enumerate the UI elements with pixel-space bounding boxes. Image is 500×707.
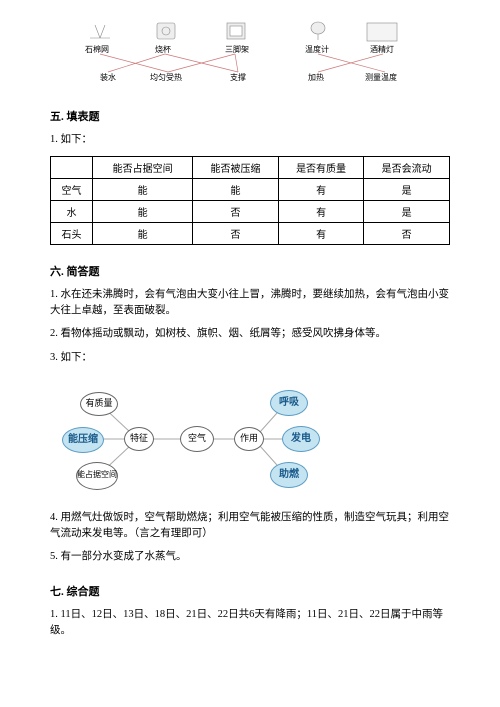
- section6-q5: 5. 有一部分水变成了水蒸气。: [50, 549, 450, 565]
- node-compress: 能压缩: [62, 427, 104, 453]
- cell: 有: [278, 222, 364, 244]
- bot-label-1: 均匀受热: [150, 72, 182, 82]
- node-use: 作用: [234, 427, 264, 451]
- cell: 是: [364, 200, 450, 222]
- matching-diagram: 石棉网 烧杯 三脚架 温度计 酒精灯 装水 均匀受热 支撑 加热 测量温度: [50, 20, 450, 90]
- cell: 否: [193, 222, 279, 244]
- section6-q2: 2. 看物体摇动或飘动，如树枝、旗帜、烟、纸屑等；感受风吹拂身体等。: [50, 326, 450, 342]
- th-2: 能否被压缩: [193, 156, 279, 178]
- diagram-svg: 石棉网 烧杯 三脚架 温度计 酒精灯 装水 均匀受热 支撑 加热 测量温度: [50, 20, 450, 90]
- top-label-2: 三脚架: [225, 44, 249, 54]
- node-feature: 特征: [124, 427, 154, 451]
- top-label-0: 石棉网: [85, 44, 109, 54]
- cell: 能: [193, 178, 279, 200]
- cell: 石头: [51, 222, 93, 244]
- top-label-3: 温度计: [305, 44, 329, 54]
- th-4: 是否会流动: [364, 156, 450, 178]
- cell: 能: [93, 222, 193, 244]
- cell: 有: [278, 178, 364, 200]
- section6-q1: 1. 水在还未沸腾时，会有气泡由大变小往上冒，沸腾时，要继续加热，会有气泡由小变…: [50, 287, 450, 319]
- top-label-1: 烧杯: [155, 44, 171, 54]
- top-label-4: 酒精灯: [370, 44, 394, 54]
- node-breath: 呼吸: [270, 390, 308, 416]
- section7-title: 七. 综合题: [50, 583, 450, 599]
- cell: 空气: [51, 178, 93, 200]
- node-center: 空气: [180, 426, 214, 452]
- bot-label-3: 加热: [308, 72, 324, 82]
- node-burn: 助燃: [270, 462, 308, 488]
- cell: 是: [364, 178, 450, 200]
- cell: 能: [93, 178, 193, 200]
- th-1: 能否占据空间: [93, 156, 193, 178]
- cell: 否: [364, 222, 450, 244]
- section6-q4: 4. 用燃气灶做饭时，空气帮助燃烧；利用空气能被压缩的性质，制造空气玩具；利用空…: [50, 510, 450, 542]
- th-3: 是否有质量: [278, 156, 364, 178]
- cell: 有: [278, 200, 364, 222]
- section6-title: 六. 简答题: [50, 263, 450, 279]
- bot-label-2: 支撑: [230, 72, 246, 82]
- fill-table: 能否占据空间 能否被压缩 是否有质量 是否会流动 空气 能 能 有 是 水 能 …: [50, 156, 450, 245]
- bot-label-0: 装水: [100, 72, 116, 82]
- section6-q3: 3. 如下：: [50, 350, 450, 366]
- node-mass: 有质量: [80, 392, 118, 416]
- concept-map: 有质量 能压缩 能占据空间 特征 空气 作用 呼吸 发电 助燃: [60, 374, 320, 504]
- node-power: 发电: [282, 426, 320, 452]
- cell: 能: [93, 200, 193, 222]
- cell: 水: [51, 200, 93, 222]
- bot-label-4: 测量温度: [365, 72, 397, 82]
- section5-title: 五. 填表题: [50, 108, 450, 124]
- node-space: 能占据空间: [76, 462, 118, 490]
- cell: 否: [193, 200, 279, 222]
- th-0: [51, 156, 93, 178]
- section7-q1: 1. 11日、12日、13日、18日、21日、22日共6天有降雨；11日、21日…: [50, 607, 450, 639]
- section5-q1: 1. 如下：: [50, 132, 450, 148]
